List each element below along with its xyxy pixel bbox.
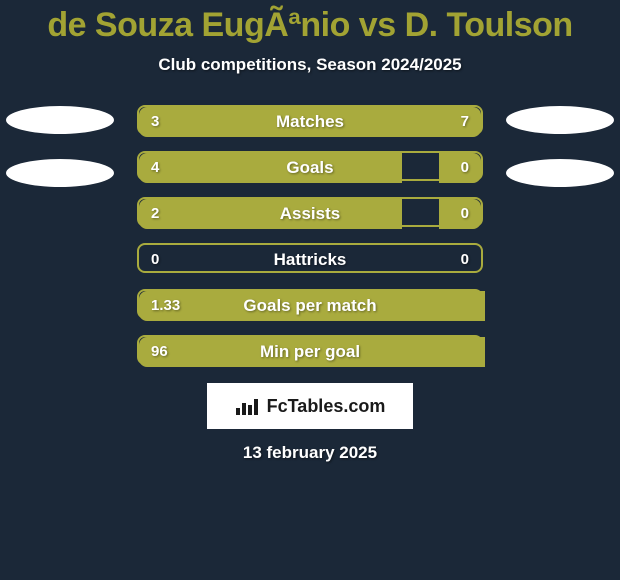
stat-label: Assists (139, 199, 481, 229)
avatar-left (6, 159, 114, 187)
stat-value-left: 4 (151, 153, 159, 183)
stat-bar: Assists2 0 (137, 197, 483, 227)
stat-value-right: 0 (461, 245, 469, 275)
stat-value-left: 2 (151, 199, 159, 229)
stat-label: Min per goal (139, 337, 481, 367)
stat-value-left: 96 (151, 337, 168, 367)
stat-bar: Matches3 7 (137, 105, 483, 135)
avatar-left (6, 106, 114, 134)
player-left-name: de Souza EugÃªnio (47, 6, 350, 44)
stat-label: Hattricks (139, 245, 481, 275)
stat-value-right: 0 (461, 199, 469, 229)
stat-label: Goals per match (139, 291, 481, 321)
stat-bar: Goals per match1.33 (137, 289, 483, 319)
page-title: de Souza EugÃªnio vs D. Toulson (0, 0, 620, 45)
stat-value-left: 1.33 (151, 291, 180, 321)
date-text: 13 february 2025 (0, 443, 620, 463)
stats-area: Matches37Goals40Assists20Hattricks00Goal… (0, 105, 620, 381)
avatar-right (506, 159, 614, 187)
stat-row: Goals4 0 (0, 151, 620, 197)
stat-label: Goals (139, 153, 481, 183)
avatar-right (506, 106, 614, 134)
branding-logo: FcTables.com (207, 383, 413, 429)
stat-value-right: 0 (461, 153, 469, 183)
vs-separator: vs (350, 6, 405, 44)
stat-bar: Min per goal96 (137, 335, 483, 365)
stat-value-left: 3 (151, 107, 159, 137)
stat-label: Matches (139, 107, 481, 137)
stat-value-left: 0 (151, 245, 159, 275)
stat-value-right: 7 (461, 107, 469, 137)
stat-bar: Goals4 0 (137, 151, 483, 181)
bar-chart-icon (235, 396, 263, 416)
player-right-name: D. Toulson (405, 6, 573, 44)
stat-row: Hattricks0 0 (0, 243, 620, 289)
logo-text: FcTables.com (267, 396, 386, 417)
comparison-infographic: de Souza EugÃªnio vs D. Toulson Club com… (0, 0, 620, 580)
stat-row: Matches3 7 (0, 105, 620, 151)
stat-row: Assists2 0 (0, 197, 620, 243)
stat-row: Goals per match1.33 (0, 289, 620, 335)
subtitle: Club competitions, Season 2024/2025 (0, 55, 620, 75)
stat-bar: Hattricks0 0 (137, 243, 483, 273)
stat-row: Min per goal96 (0, 335, 620, 381)
